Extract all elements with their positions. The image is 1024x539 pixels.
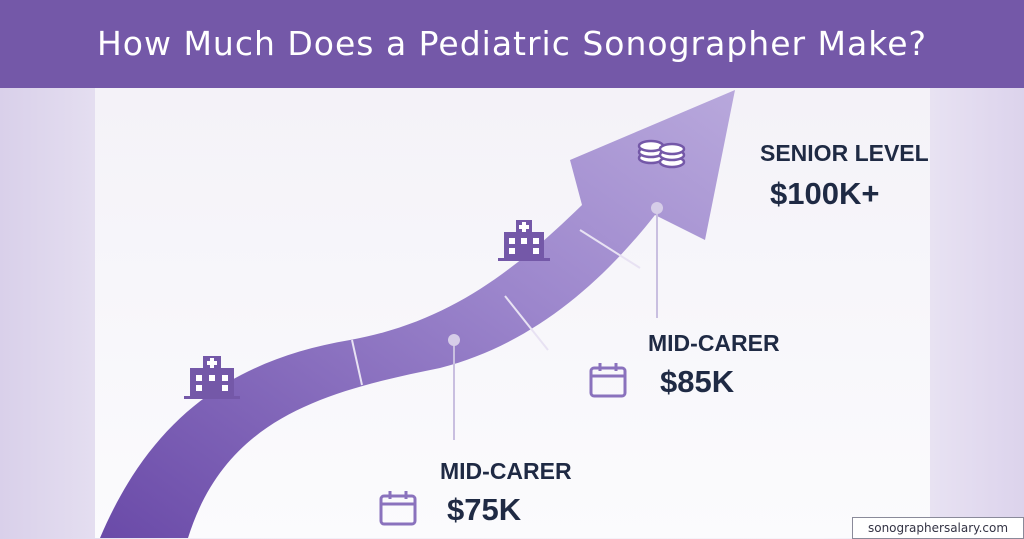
- title-banner: How Much Does a Pediatric Sonographer Ma…: [0, 0, 1024, 88]
- salary: $100K+: [770, 176, 880, 211]
- level-label: SENIOR LEVEL: [760, 140, 929, 166]
- calendar-icon: [589, 363, 627, 398]
- pin: [448, 334, 460, 346]
- salary: $85K: [660, 364, 735, 399]
- level-label: MID-CARER: [440, 458, 572, 484]
- growth-arrow: [100, 90, 735, 538]
- pin: [651, 202, 663, 214]
- hospital-icon: [184, 356, 240, 399]
- coins-icon: [637, 139, 686, 169]
- segment-lines: [351, 229, 641, 386]
- source-watermark: sonographersalary.com: [852, 517, 1024, 539]
- salary: $75K: [447, 492, 522, 527]
- level-label: MID-CARER: [648, 330, 780, 356]
- hospital-icon: [498, 220, 550, 261]
- pins: [453, 210, 658, 440]
- calendar-icon: [379, 491, 417, 526]
